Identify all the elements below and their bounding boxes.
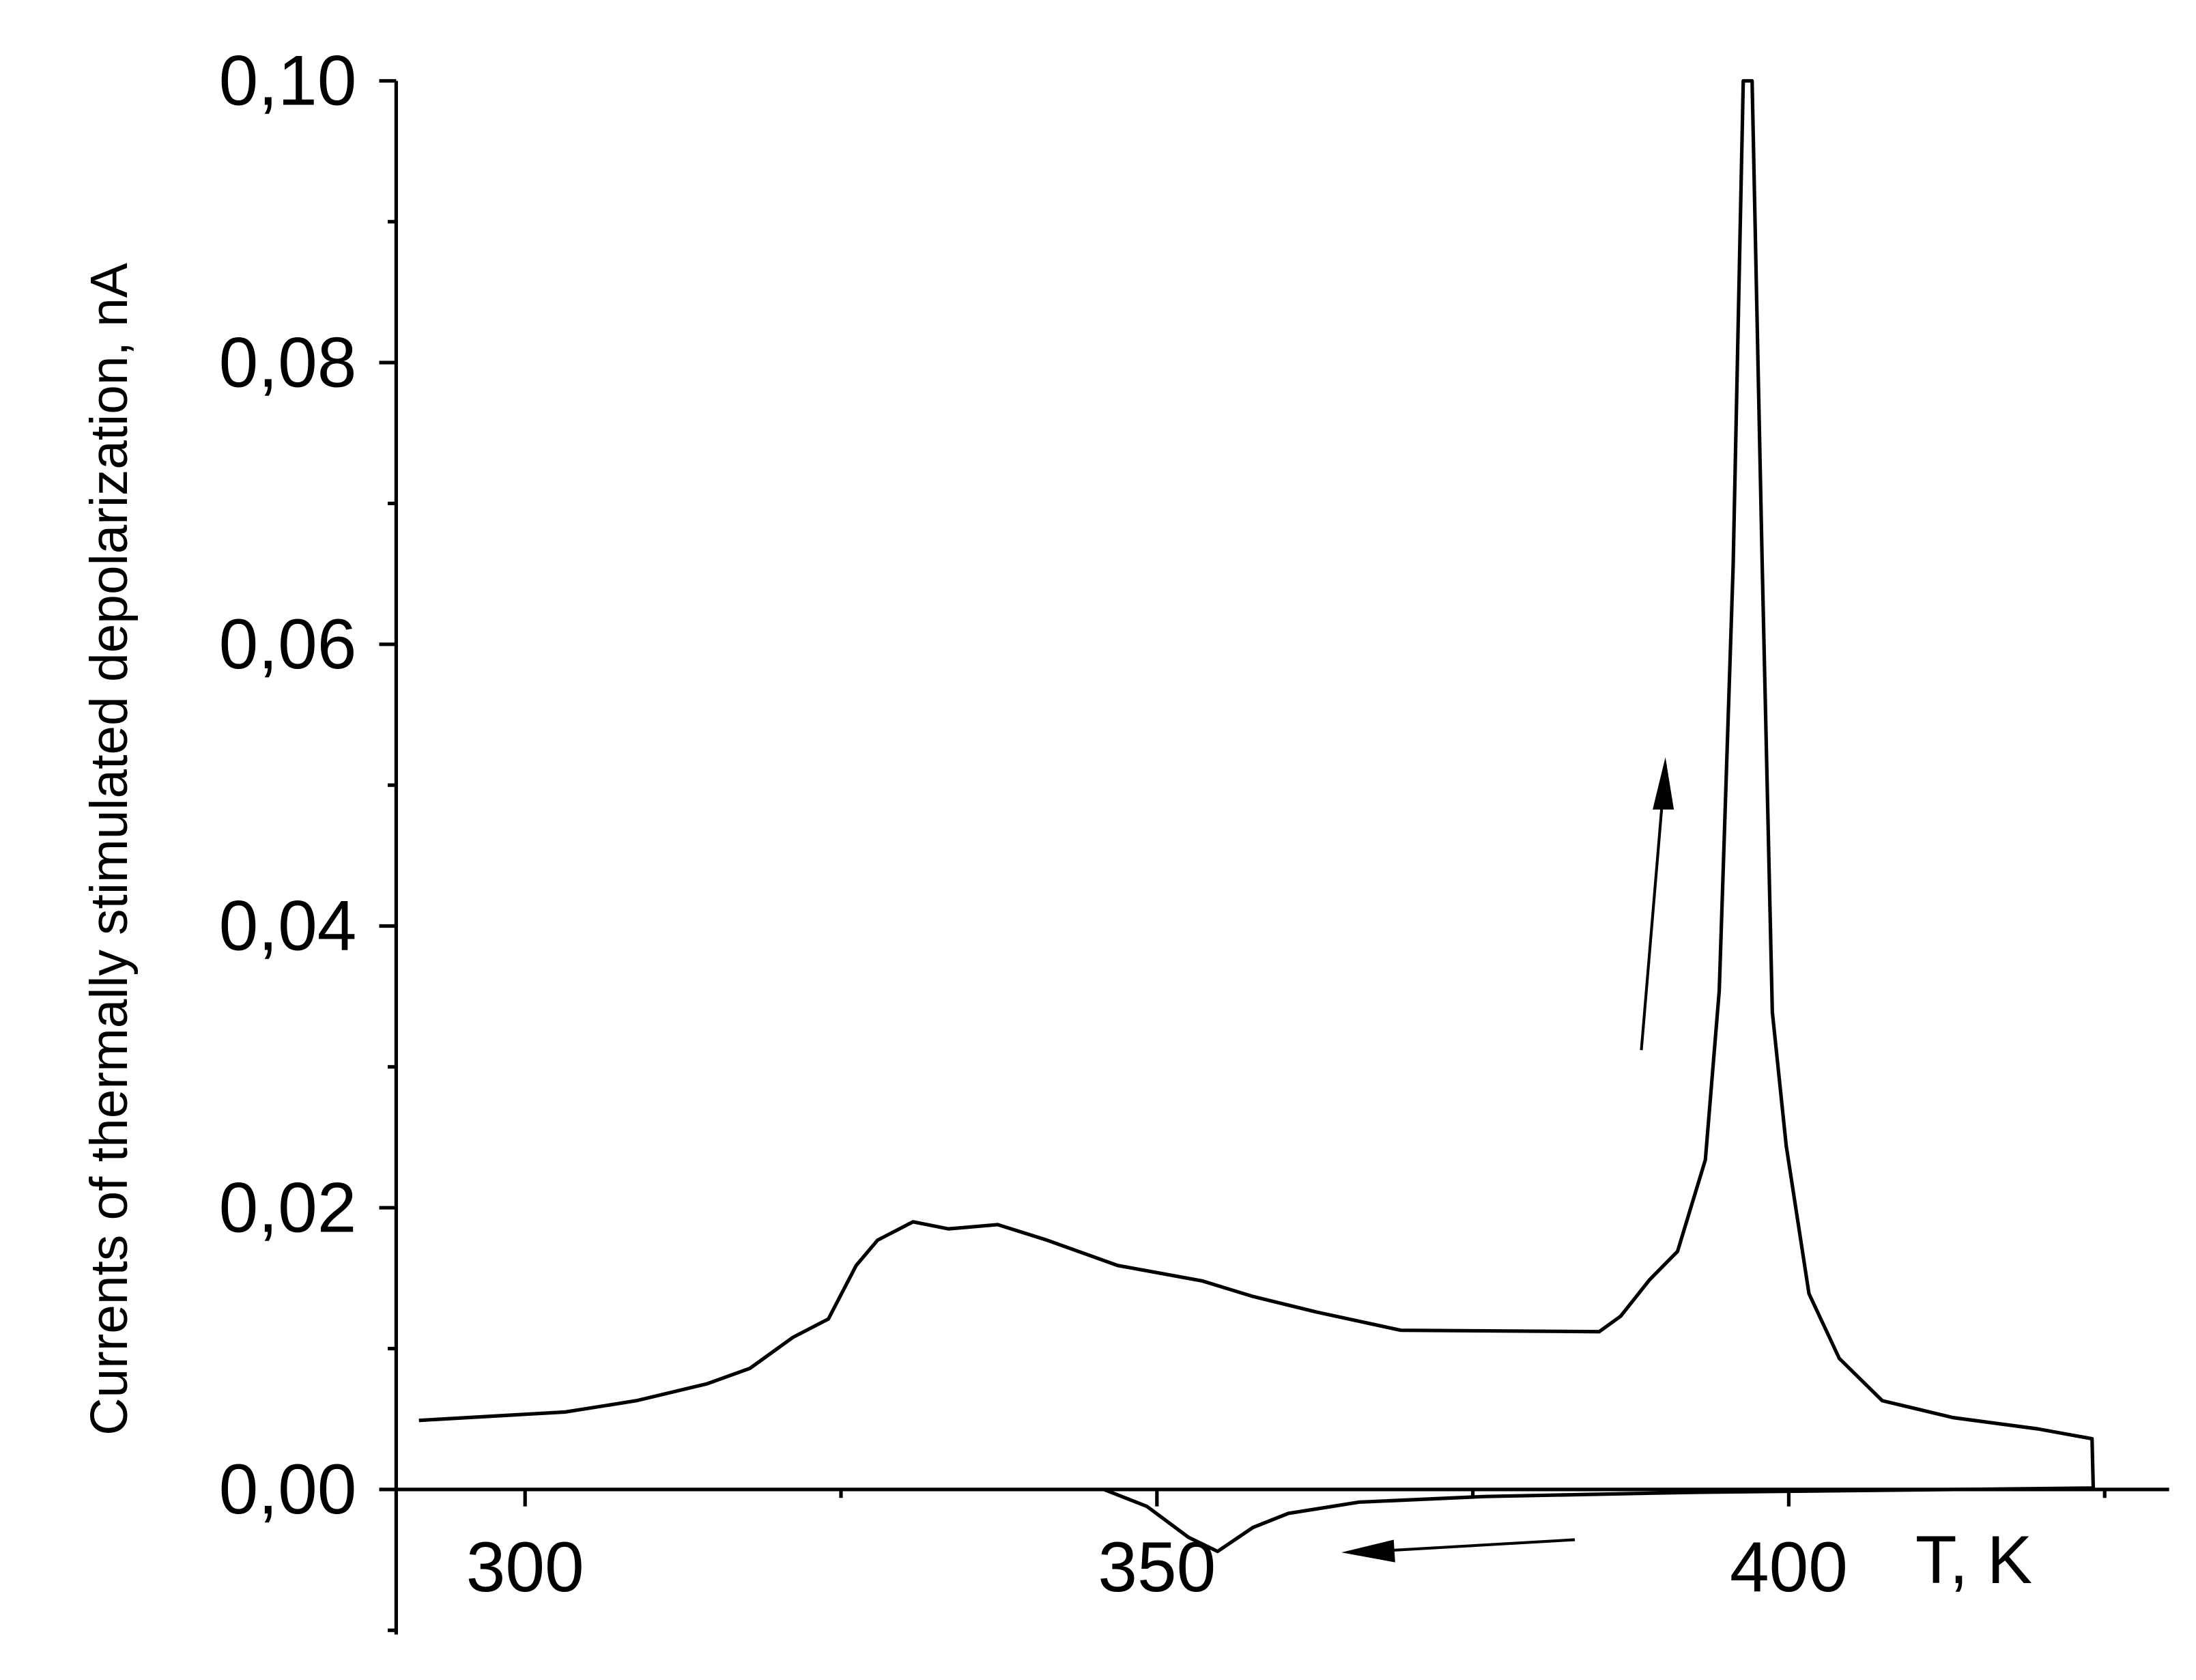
y-tick-label: 0,10 [219, 41, 357, 120]
y-tick-label: 0,06 [219, 604, 357, 683]
x-tick-label: 350 [1098, 1527, 1216, 1606]
y-axis-label: Currents of thermally stimulated depolar… [81, 263, 139, 1436]
y-tick-label: 0,08 [219, 322, 357, 401]
arrow [1379, 1538, 1575, 1553]
x-axis-label: T, K [1915, 1522, 2032, 1598]
line-series [1103, 1486, 2092, 1554]
y-tick-label: 0,04 [219, 886, 357, 965]
x-tick-label: 400 [1730, 1527, 1848, 1606]
y-tick-label: 0,02 [219, 1167, 357, 1247]
x-tick-label: 300 [466, 1527, 584, 1606]
arrow-head [1653, 757, 1674, 810]
line-series [418, 79, 2096, 1490]
y-tick-label: 0,00 [219, 1449, 357, 1528]
arrow [1640, 764, 1667, 1051]
arrow-head [1341, 1539, 1395, 1563]
